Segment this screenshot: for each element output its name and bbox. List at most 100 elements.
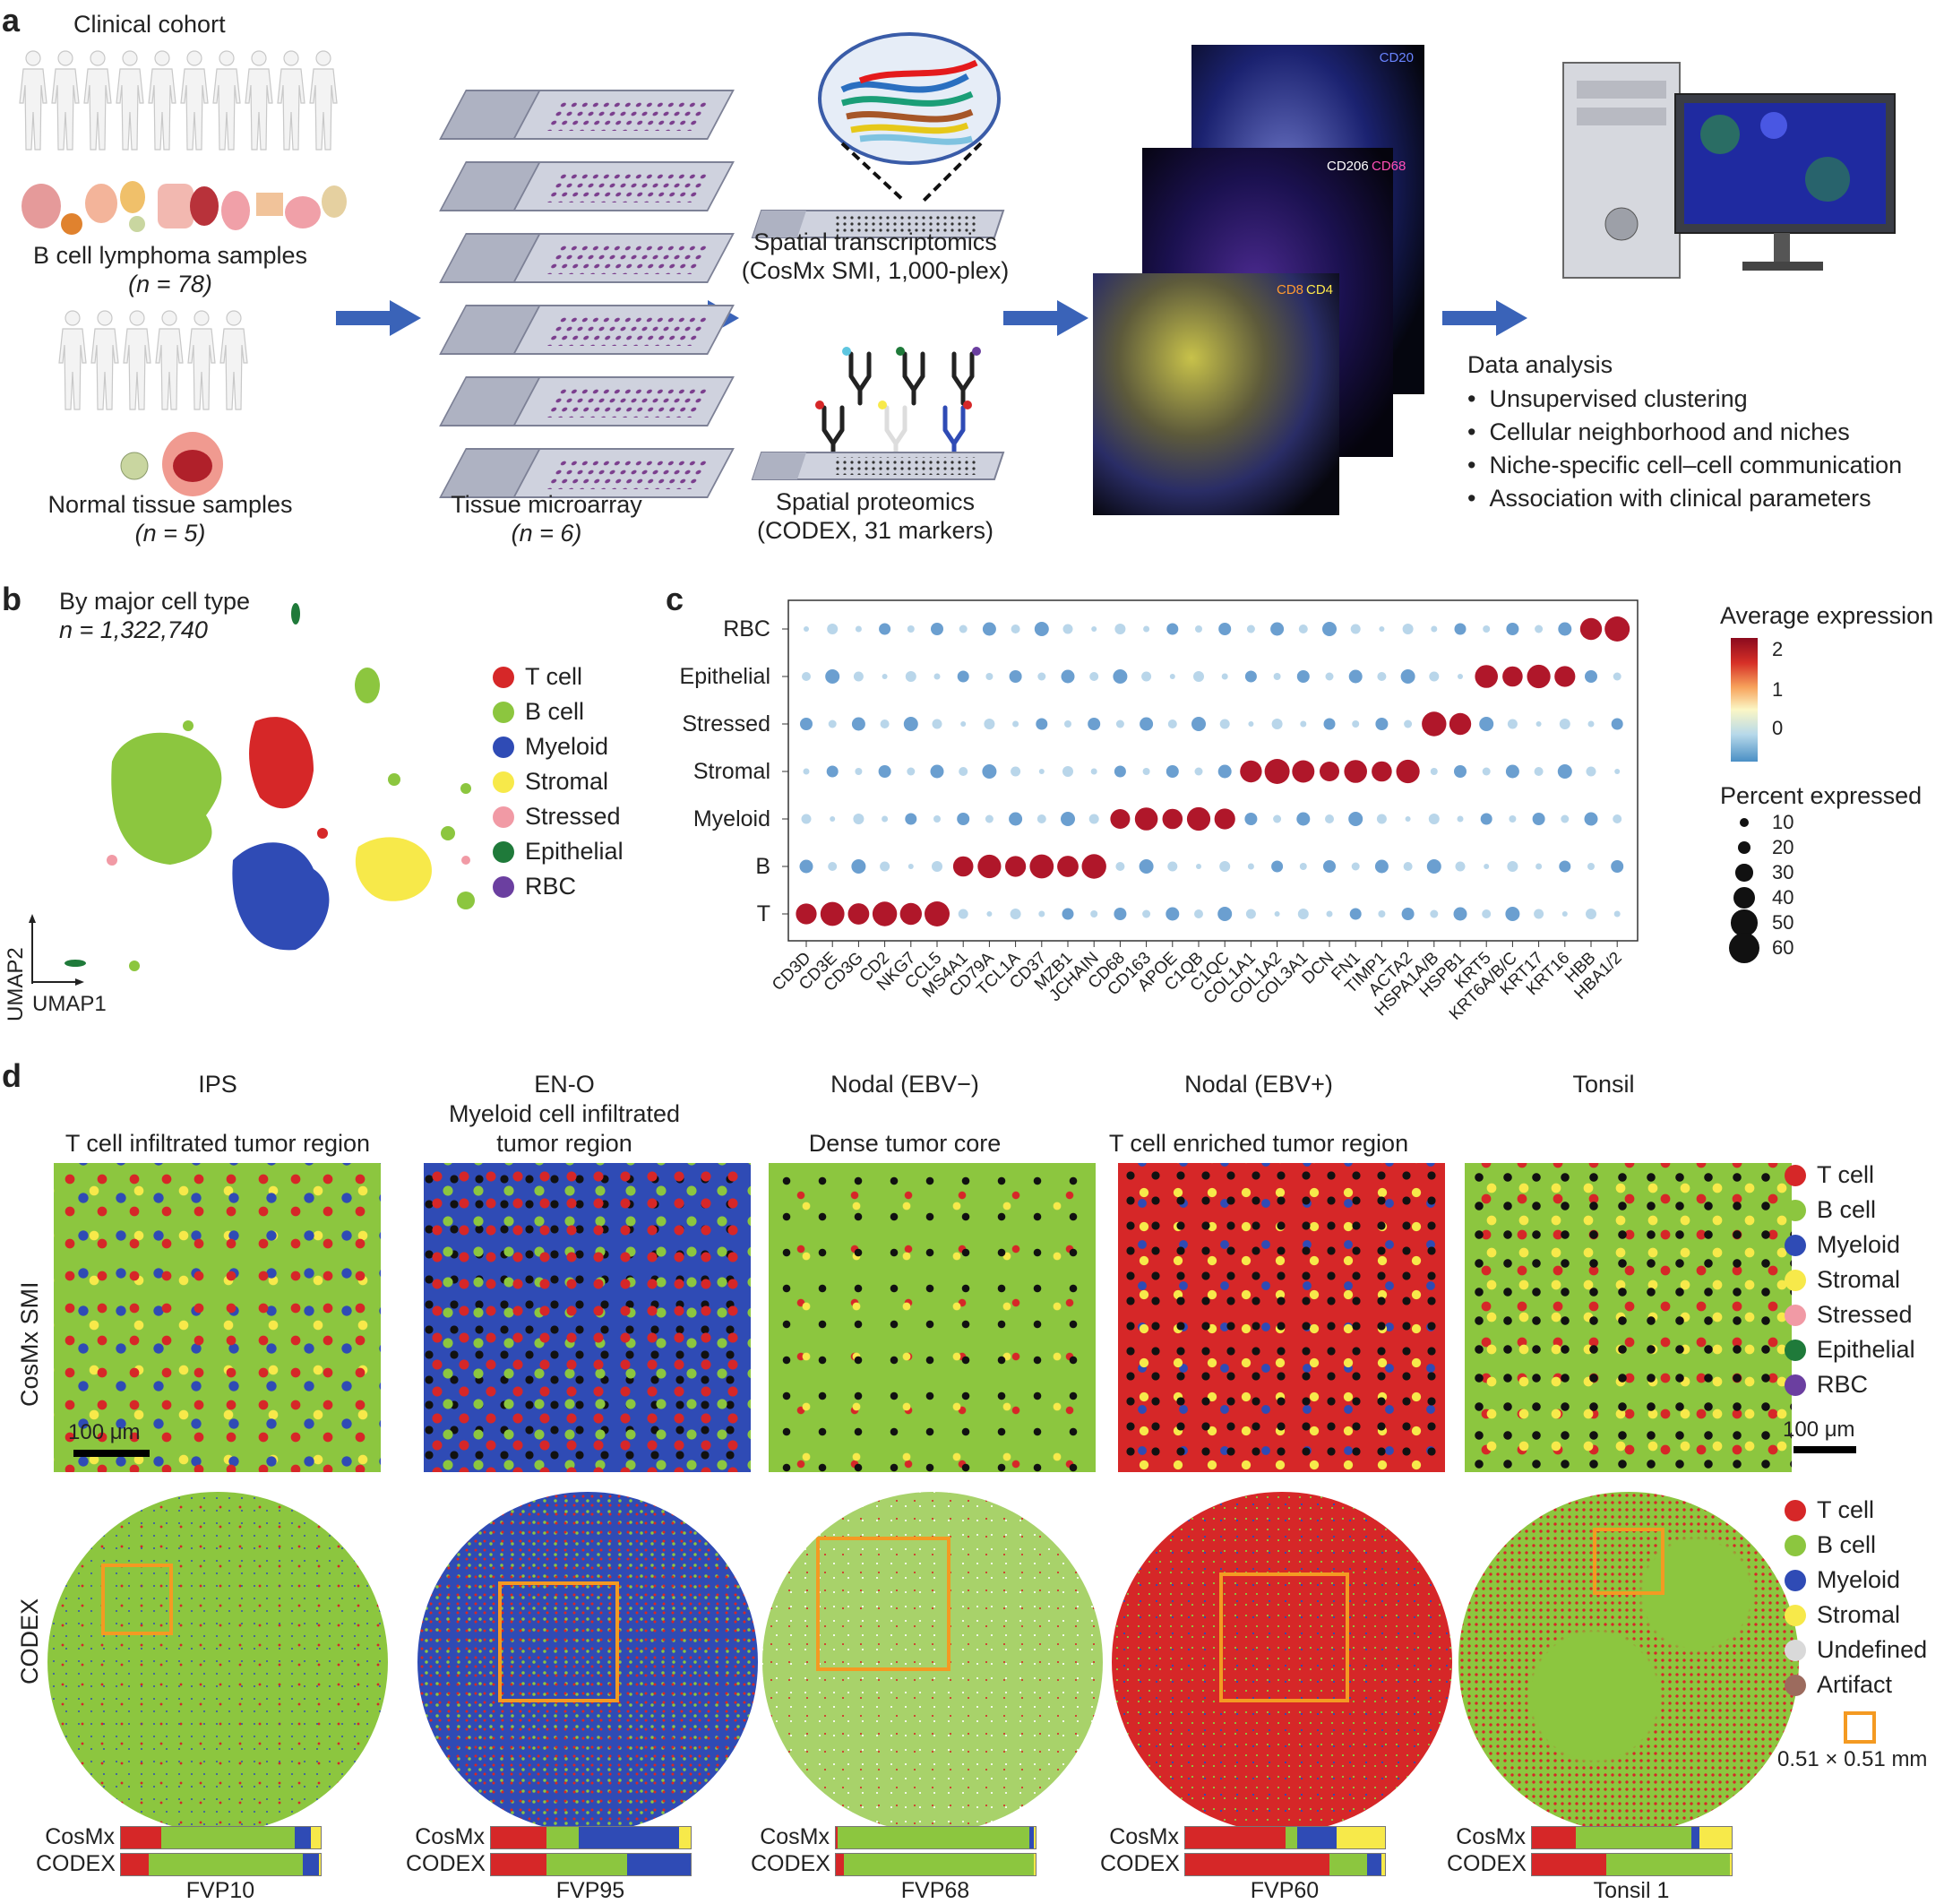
size-legend-label: 60 [1772, 936, 1794, 959]
legend-swatch [1785, 1569, 1806, 1591]
roi-box [816, 1537, 950, 1671]
panel-letter-d: d [2, 1057, 22, 1094]
dot-mark [878, 765, 891, 778]
legend-item: Epithelial [1785, 1336, 1915, 1364]
tma-slide [439, 161, 735, 211]
dot-mark [1195, 625, 1202, 633]
size-legend-label: 10 [1772, 811, 1794, 833]
composition-bar-cosmx [120, 1826, 322, 1849]
dot-mark [1325, 672, 1334, 681]
dot-mark [1379, 626, 1385, 632]
dot-mark [1011, 766, 1021, 777]
dot-mark [986, 911, 993, 917]
dot-plot: RBCEpithelialStressedStromalMyeloidBTCD3… [680, 599, 1639, 1024]
dot-mark [1300, 720, 1307, 728]
bar-segment [678, 1827, 691, 1848]
tma-slide [439, 305, 735, 355]
bar-segment [1285, 1827, 1297, 1848]
dot-mark [1559, 719, 1570, 729]
composition-bar-cosmx [490, 1826, 692, 1849]
legend-swatch [1785, 1234, 1806, 1256]
legend-label: RBC [525, 873, 577, 900]
bar-segment [121, 1827, 161, 1848]
dot-mark [1482, 909, 1492, 918]
dot-mark [851, 717, 865, 731]
dot-mark [1579, 617, 1603, 641]
legend-swatch [493, 806, 514, 828]
roi-scale-label: 0.51 × 0.51 mm [1777, 1747, 1928, 1771]
dot-mark [830, 816, 836, 822]
dot-mark [982, 764, 997, 779]
size-legend-label: 50 [1772, 911, 1794, 934]
dot-mark [1246, 625, 1255, 633]
bar-segment [491, 1827, 547, 1848]
legend-swatch [1785, 1534, 1806, 1556]
dot-mark [1403, 862, 1413, 871]
dot-mark [1402, 624, 1414, 634]
legend-swatch [1785, 1674, 1806, 1696]
codex-image [417, 1492, 758, 1832]
dot-mark [1191, 717, 1206, 731]
bar-segment [1576, 1827, 1692, 1848]
row-label: T [757, 901, 770, 926]
size-legend-dot [1731, 909, 1758, 936]
dot-mark [1186, 806, 1211, 831]
dot-mark [1431, 625, 1438, 633]
dot-mark [1613, 672, 1621, 681]
legend-item: RBC [1785, 1371, 1868, 1399]
dot-mark [1587, 863, 1595, 870]
dot-mark [1480, 813, 1492, 825]
dot-mark [1453, 907, 1467, 921]
dot-mark [1271, 719, 1283, 729]
bar-segment [1185, 1827, 1286, 1848]
composition-bar-codex [490, 1853, 692, 1876]
dot-mark [1349, 908, 1362, 920]
legend-label: B cell [1817, 1196, 1877, 1223]
composition-bar-codex [120, 1853, 322, 1876]
dot-mark [802, 672, 811, 681]
dot-mark [982, 622, 996, 636]
colorbar-tick: 0 [1772, 717, 1784, 739]
dot-mark [977, 854, 1002, 879]
dot-mark [1584, 812, 1598, 826]
dot-mark [1244, 670, 1257, 683]
dot-mark [1194, 909, 1203, 918]
legend-item: Epithelial [493, 838, 624, 866]
dot-mark [907, 767, 916, 776]
dot-mark [1430, 768, 1438, 775]
codex-image [1112, 1492, 1452, 1832]
clinical-cohort-label: Clinical cohort [73, 11, 226, 38]
organs-illustration [22, 181, 347, 235]
dot-mark [1141, 671, 1152, 682]
dot-mark [1038, 910, 1045, 918]
row-label: Myeloid [693, 806, 770, 831]
dot-mark [1535, 625, 1544, 633]
lymphoma-n-label: (n = 78) [128, 271, 212, 297]
dot-mark [1296, 670, 1310, 683]
bar-segment [1729, 1854, 1732, 1875]
size-legend-dot [1733, 886, 1756, 909]
dot-mark [907, 864, 914, 869]
legend-label: B cell [525, 698, 585, 725]
dot-mark [958, 909, 968, 919]
dot-mark [1527, 664, 1551, 689]
size-legend-dot [1735, 864, 1753, 882]
dot-mark [1502, 666, 1523, 687]
composition-bar-cosmx [1531, 1826, 1733, 1849]
dot-mark [800, 718, 813, 730]
dot-mark [1401, 908, 1415, 920]
computer-illustration [1562, 62, 1896, 279]
dot-mark [803, 768, 810, 775]
size-legend-dot [1737, 840, 1751, 855]
legend-item: Stromal [493, 768, 608, 796]
bar-segment [310, 1827, 321, 1848]
dot-mark [907, 625, 915, 633]
marker-label-cd68: CD68 [1372, 159, 1406, 174]
dot-mark [1166, 907, 1180, 921]
dot-mark [853, 671, 864, 682]
dot-mark [952, 856, 974, 877]
colorbar-tick: 2 [1772, 638, 1784, 660]
tma-n-label: (n = 6) [511, 520, 582, 547]
column-header: Tonsil [1572, 1071, 1635, 1098]
dot-mark [1196, 864, 1201, 869]
